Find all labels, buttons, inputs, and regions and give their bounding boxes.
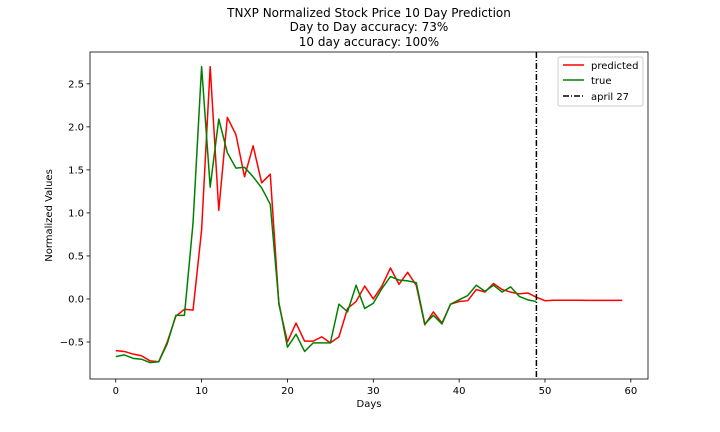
x-tick-label: 40 [453, 386, 466, 397]
x-tick-label: 10 [195, 386, 208, 397]
legend-label-true: true [591, 76, 612, 87]
y-tick-label: 2.5 [68, 79, 84, 90]
legend-label-april-27: april 27 [591, 92, 629, 103]
x-axis-label: Days [357, 399, 382, 410]
x-tick-label: 50 [539, 386, 552, 397]
y-tick-label: 0.5 [68, 251, 84, 262]
chart-title-line-2: Day to Day accuracy: 73% [290, 20, 449, 34]
legend-box [557, 56, 644, 107]
series-line-predicted [115, 65, 623, 363]
x-tick-label: 60 [624, 386, 637, 397]
x-tick-label: 0 [113, 386, 119, 397]
y-tick-label: 0.0 [68, 294, 84, 305]
y-tick-label: 1.0 [68, 208, 84, 219]
series-line-true [115, 65, 537, 364]
x-tick-label: 30 [367, 386, 380, 397]
chart-title-line-1: TNXP Normalized Stock Price 10 Day Predi… [226, 6, 511, 20]
legend: predicted true april 27 [557, 56, 644, 107]
plot-frame [89, 51, 649, 380]
x-tick-label: 20 [281, 386, 294, 397]
axes-ticks: 0 10 20 30 40 50 60 −0.5 0.0 0.5 1.0 1.5 2.0 2.5 [60, 79, 637, 397]
y-axis-label: Normalized Values [44, 169, 55, 262]
y-tick-label: −0.5 [60, 337, 84, 348]
legend-label-predicted: predicted [591, 61, 638, 72]
y-tick-label: 2.0 [68, 122, 84, 133]
chart-title-line-3: 10 day accuracy: 100% [299, 35, 439, 49]
y-tick-label: 1.5 [68, 165, 84, 176]
plot-lines [115, 52, 623, 379]
